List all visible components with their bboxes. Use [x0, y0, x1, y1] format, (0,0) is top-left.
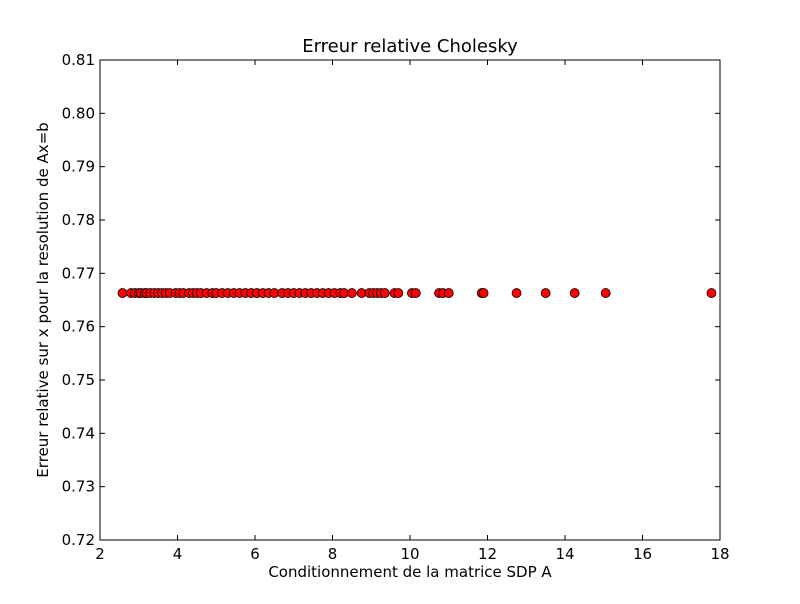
- x-tick-label: 4: [173, 545, 183, 563]
- y-tick-label: 0.74: [62, 424, 95, 442]
- data-point: [346, 288, 357, 298]
- x-tick-label: 6: [250, 545, 260, 563]
- y-tick-label: 0.79: [62, 158, 95, 176]
- x-tick-label: 14: [555, 545, 574, 563]
- y-axis-ticks: 0.72 0.73 0.74 0.75 0.76 0.77 0.78 0.79 0.80 0.81: [62, 51, 720, 549]
- data-points: [117, 288, 717, 298]
- data-point: [443, 288, 454, 298]
- data-point: [540, 288, 551, 298]
- x-tick-label: 16: [633, 545, 652, 563]
- x-tick-label: 8: [328, 545, 338, 563]
- y-tick-label: 0.81: [62, 51, 95, 69]
- y-tick-label: 0.72: [62, 531, 95, 549]
- y-tick-label: 0.78: [62, 211, 95, 229]
- data-point: [569, 288, 580, 298]
- x-tick-label: 2: [95, 545, 105, 563]
- x-tick-label: 12: [478, 545, 497, 563]
- x-axis-ticks: 2 4 6 8 10 12 14 16 18: [95, 60, 730, 563]
- data-point: [410, 288, 421, 298]
- data-point: [478, 288, 489, 298]
- data-point: [511, 288, 522, 298]
- x-tick-label: 18: [710, 545, 729, 563]
- data-point: [600, 288, 611, 298]
- chart-title: Erreur relative Cholesky: [302, 36, 518, 57]
- x-tick-label: 10: [400, 545, 419, 563]
- y-tick-label: 0.80: [62, 104, 95, 122]
- data-point: [117, 288, 128, 298]
- plot-area: [99, 59, 721, 541]
- data-point: [706, 288, 717, 298]
- data-point: [379, 288, 390, 298]
- y-tick-label: 0.73: [62, 478, 95, 496]
- y-tick-label: 0.76: [62, 318, 95, 336]
- y-tick-label: 0.77: [62, 264, 95, 282]
- x-axis-label: Conditionnement de la matrice SDP A: [268, 563, 552, 581]
- y-tick-label: 0.75: [62, 371, 95, 389]
- data-point: [393, 288, 404, 298]
- y-axis-label: Erreur relative sur x pour la resolution…: [34, 122, 52, 477]
